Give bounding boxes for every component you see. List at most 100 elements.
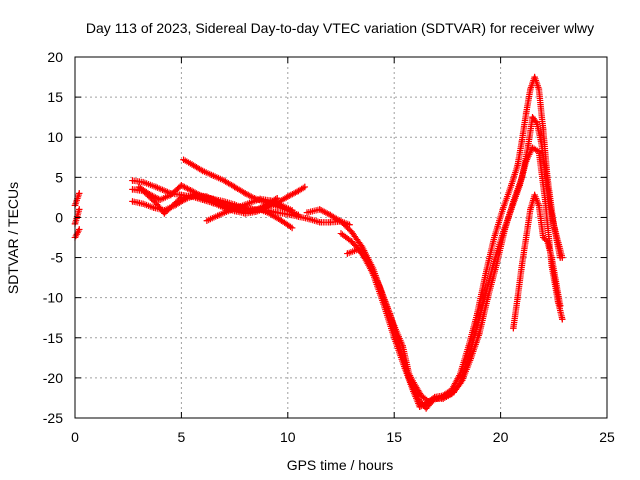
data-point [256,195,264,203]
data-point [267,211,274,218]
data-point [522,234,530,241]
y-axis-label: SDTVAR / TECUs [5,182,21,294]
data-point [344,250,351,257]
data-point [508,182,515,189]
data-point [171,202,179,209]
data-point [535,148,543,155]
data-point [203,217,211,224]
data-point [152,183,160,191]
data-point [242,190,249,197]
data-point [556,302,564,309]
data-point [337,218,345,225]
data-point [327,211,334,219]
data-point [182,195,189,203]
x-tick-label: 25 [599,429,615,445]
y-tick-label: -25 [43,410,63,426]
data-point [284,193,291,200]
data-point [525,142,532,149]
data-point [150,204,157,212]
data-point [439,395,447,402]
data-point [522,109,530,117]
data-point [327,219,334,226]
data-point [544,238,551,245]
data-point [556,254,564,261]
data-point [527,85,534,93]
data-point [535,202,543,209]
data-point [518,262,526,269]
data-point [305,215,313,223]
data-point [405,374,413,382]
series-sat-l [344,144,566,412]
data-point [146,190,153,198]
data-point [482,270,489,277]
data-point [491,234,498,241]
x-tick-label: 10 [280,429,296,445]
data-point [533,119,540,126]
data-point [337,230,345,237]
series-sat-m [510,191,564,332]
data-point [288,224,296,232]
data-point [231,183,238,191]
data-point [210,172,217,179]
data-point [242,205,249,212]
data-point [348,238,355,245]
data-point [199,167,206,175]
axis-ticks: 0 5 10 15 20 25 20 15 10 5 0 -5 -10 -15 -20 -25 [43,49,615,445]
data-point [482,290,489,297]
data-point [529,113,536,121]
data-point [129,198,136,205]
data-point [295,187,302,195]
data-point [376,282,383,289]
data-point [214,212,221,220]
data-point [499,230,506,237]
data-point [414,394,421,402]
data-point [448,390,455,398]
data-point [76,190,83,197]
data-point [516,182,523,189]
data-point [316,206,323,213]
data-point [246,199,253,207]
data-point [278,217,285,224]
data-point [348,228,355,236]
data-point [542,198,549,205]
data-point [188,161,196,168]
data-point [267,197,274,204]
data-point [548,254,555,261]
data-point [295,211,302,219]
data-point [431,395,438,402]
data-point [514,294,521,301]
data-point [139,178,147,186]
data-point [422,405,430,412]
data-point [539,234,547,241]
plot-frame [74,56,608,419]
data-point [199,193,206,200]
grid-lines [75,57,607,418]
y-tick-label: 0 [55,209,63,225]
data-series [71,73,566,412]
data-point [365,258,372,265]
y-tick-label: -5 [51,250,64,266]
data-point [544,174,551,181]
data-point [456,380,464,387]
data-point [301,183,309,191]
data-point [129,177,136,184]
series-sat-i [203,195,296,224]
data-point [129,186,136,193]
data-point [252,207,260,214]
data-point [220,198,228,205]
data-point [303,209,311,216]
y-tick-label: 10 [47,129,63,145]
data-point [188,187,196,195]
data-point [161,207,168,214]
data-point [473,322,481,329]
data-point [316,219,323,226]
data-point [397,346,404,354]
y-tick-label: 5 [55,169,63,185]
data-point [76,226,83,233]
data-point [531,191,538,199]
data-point [167,191,174,199]
data-point [559,316,566,323]
data-point [135,183,143,191]
y-tick-label: -10 [43,290,63,306]
data-point [552,278,560,285]
